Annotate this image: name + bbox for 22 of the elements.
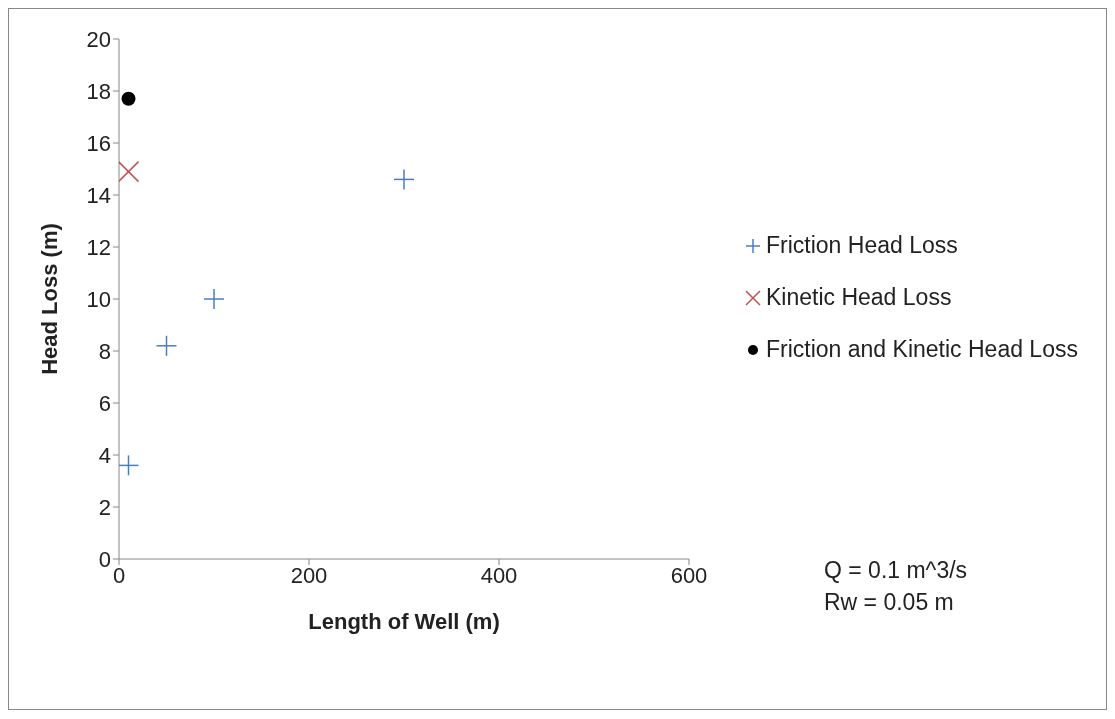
y-tick-label: 16 [86,130,111,156]
y-tick-label: 8 [98,338,111,364]
x-tick-label: 400 [480,562,518,588]
y-tick-label: 0 [98,546,111,572]
legend-label: Kinetic Head Loss [766,283,952,312]
y-tick-label: 4 [98,442,111,468]
y-tick-label: 18 [86,78,111,104]
y-tick-label: 10 [86,286,111,312]
y-tick-label: 6 [98,390,111,416]
point [121,91,136,106]
y-tick-label: 12 [86,234,111,260]
x-axis-title: Length of Well (m) [308,609,500,634]
text: Rw = 0.05 m [824,588,955,617]
legend-label: Friction Head Loss [766,231,958,260]
y-tick-label: 2 [98,494,111,520]
y-axis-title: Head Loss (m) [36,223,62,375]
x-tick-label: 200 [290,562,328,588]
text: Q = 0.1 m^3/s [824,556,968,585]
y-tick-label: 20 [86,26,111,52]
x-tick-label: 600 [670,562,708,588]
y-tick-label: 14 [86,182,111,208]
legend-label: Friction and Kinetic Head Loss [766,335,1078,364]
